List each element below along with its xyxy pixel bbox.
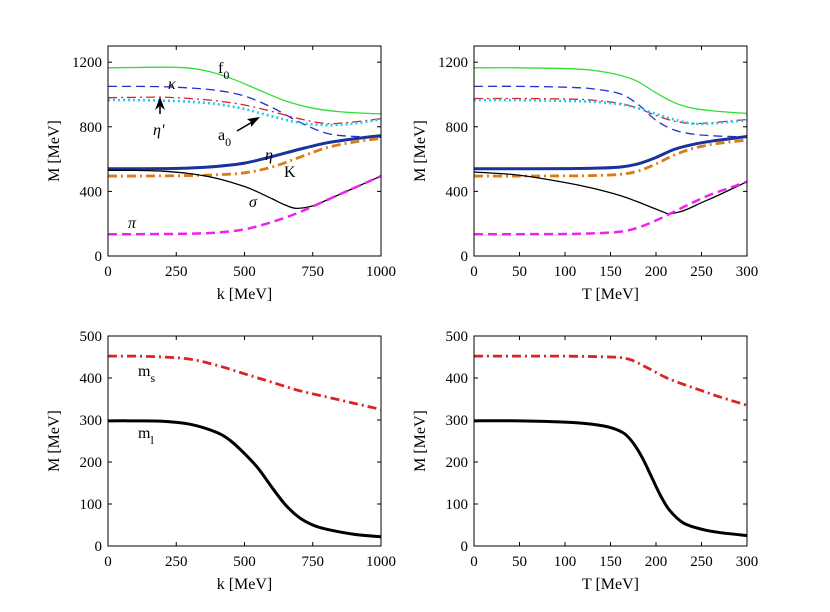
- label-ml: ml: [138, 425, 154, 447]
- plot-area: [473, 45, 748, 257]
- y-tick-label: 1200: [438, 55, 468, 71]
- x-tick-label: 250: [690, 554, 713, 570]
- x-tick-label: 0: [104, 554, 112, 570]
- series-pi: [473, 180, 748, 236]
- x-tick-label: 250: [690, 264, 713, 280]
- y-tick-label: 400: [446, 184, 469, 200]
- plot-area: [107, 335, 382, 547]
- panel-bottom-right: 0 50 100 150 200 250 300 0 100 200 300 400 500 T [MeV…: [412, 329, 758, 593]
- y-axis-label: M [MeV]: [46, 410, 63, 472]
- x-tick-label: 100: [554, 554, 577, 570]
- series-ml: [473, 419, 748, 537]
- y-tick-label: 0: [95, 539, 103, 555]
- y-tick-label: 400: [80, 184, 103, 200]
- y-tick-label: 0: [461, 249, 469, 265]
- x-tick-label: 0: [470, 264, 478, 280]
- series-sigma: [107, 169, 382, 210]
- series-pi: [107, 174, 382, 236]
- panel-top-left: 0 250 500 750 1000 0 400 800 1200 k [MeV] M [MeV]: [46, 45, 396, 303]
- label-kappa: κ: [168, 76, 176, 93]
- x-tick-label: 0: [104, 264, 112, 280]
- annotations-bottom-left: ms ml: [138, 363, 155, 447]
- x-tick-label: 100: [554, 264, 577, 280]
- series-K: [473, 138, 748, 178]
- x-tick-label: 0: [470, 554, 478, 570]
- plot-area: [107, 45, 382, 257]
- y-tick-label: 400: [446, 371, 469, 387]
- x-axis-label: k [MeV]: [217, 576, 273, 593]
- x-tick-label: 500: [233, 264, 256, 280]
- series-f0: [107, 66, 382, 115]
- y-tick-label: 100: [446, 497, 469, 513]
- x-tick-label: 150: [599, 264, 622, 280]
- label-ms: ms: [138, 363, 155, 385]
- x-tick-label: 50: [512, 554, 527, 570]
- series-eta: [473, 134, 748, 171]
- x-tick-label: 750: [302, 554, 325, 570]
- x-tick-label: 300: [736, 554, 759, 570]
- plot-area: [473, 335, 748, 547]
- series-ms: [107, 354, 382, 411]
- panel-bottom-left: 0 250 500 750 1000 0 100 200 300 400 500 k [MeV] M […: [46, 329, 396, 593]
- series-K: [107, 137, 382, 178]
- label-sigma: σ: [249, 194, 258, 211]
- x-tick-label: 1000: [366, 264, 396, 280]
- y-tick-label: 300: [446, 413, 469, 429]
- series-ms: [474, 354, 748, 407]
- series-a0: [107, 96, 382, 125]
- y-tick-label: 300: [80, 413, 103, 429]
- series-eta-prime: [473, 98, 748, 126]
- label-eta-prime: η': [153, 122, 165, 139]
- arrow-eta-prime-head: [155, 97, 165, 110]
- label-f0: f0: [218, 60, 229, 82]
- y-tick-label: 0: [461, 539, 469, 555]
- x-tick-label: 150: [599, 554, 622, 570]
- series-kappa: [473, 85, 748, 138]
- y-tick-label: 200: [80, 455, 103, 471]
- y-tick-label: 0: [95, 249, 103, 265]
- x-axis-label: T [MeV]: [582, 576, 639, 593]
- series-ml: [107, 419, 382, 539]
- series-f0: [473, 67, 748, 115]
- y-tick-label: 500: [446, 329, 469, 345]
- y-tick-label: 200: [446, 455, 469, 471]
- y-tick-label: 1200: [72, 55, 102, 71]
- x-tick-label: 500: [233, 554, 256, 570]
- x-tick-label: 200: [645, 264, 668, 280]
- x-tick-label: 1000: [366, 554, 396, 570]
- annotations-top-left: f0 κ η' a0 η K σ π: [128, 60, 296, 232]
- x-tick-label: 300: [736, 264, 759, 280]
- x-tick-label: 200: [645, 554, 668, 570]
- panel-top-right: 0 50 100 150 200 250 300 0 400 800 1200 T [MeV] M [M…: [412, 45, 759, 303]
- label-a0: a0: [218, 127, 231, 149]
- series-eta-prime: [107, 98, 382, 127]
- series-sigma: [473, 171, 748, 215]
- label-K: K: [284, 164, 296, 181]
- y-axis-label: M [MeV]: [46, 120, 63, 182]
- x-axis-label: T [MeV]: [582, 286, 639, 303]
- series-eta: [107, 134, 382, 171]
- x-tick-label: 250: [165, 554, 188, 570]
- label-pi: π: [128, 215, 137, 232]
- y-axis-label: M [MeV]: [412, 410, 429, 472]
- x-axis-label: k [MeV]: [217, 286, 273, 303]
- x-tick-label: 750: [302, 264, 325, 280]
- arrow-a0-head: [247, 117, 260, 127]
- x-tick-label: 250: [165, 264, 188, 280]
- y-tick-label: 500: [80, 329, 103, 345]
- y-tick-label: 400: [80, 371, 103, 387]
- y-tick-label: 800: [446, 120, 469, 136]
- y-tick-label: 100: [80, 497, 103, 513]
- series-kappa: [107, 85, 382, 138]
- y-tick-label: 800: [80, 120, 103, 136]
- label-eta: η: [265, 147, 273, 164]
- y-axis-label: M [MeV]: [412, 120, 429, 182]
- x-tick-label: 50: [512, 264, 527, 280]
